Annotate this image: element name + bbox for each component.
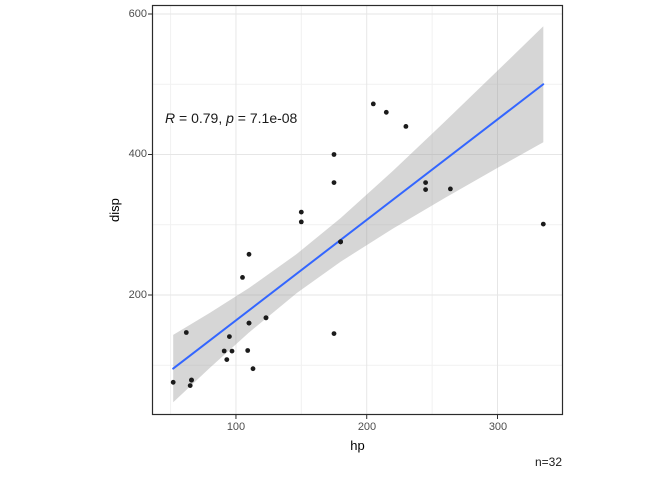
correlation-annotation: R = 0.79, p = 7.1e-08 <box>165 110 297 126</box>
data-point <box>227 334 232 339</box>
data-point <box>245 348 251 353</box>
y-axis-title: disp <box>107 198 122 222</box>
data-point <box>246 251 252 257</box>
regression-line <box>172 83 545 370</box>
data-point <box>298 209 304 215</box>
data-point <box>338 239 343 245</box>
y-tick-label-400: 400 <box>128 148 147 160</box>
data-point <box>383 109 389 115</box>
data-point <box>403 124 409 129</box>
y-tick-label-600: 600 <box>128 8 147 20</box>
data-point <box>331 331 337 336</box>
p-value: = 7.1e-08 <box>233 110 298 126</box>
p-symbol: p <box>226 110 234 126</box>
x-axis-title: hp <box>350 438 365 453</box>
data-point <box>331 152 337 157</box>
x-tick-label-300: 300 <box>488 421 508 433</box>
data-point <box>187 383 193 388</box>
data-point <box>250 366 256 372</box>
data-point <box>331 180 337 186</box>
data-point <box>221 348 227 354</box>
r-symbol: R <box>165 110 176 126</box>
data-point <box>170 379 176 385</box>
sample-size-caption: n=32 <box>534 455 562 469</box>
data-point <box>183 330 189 335</box>
data-point <box>263 315 269 321</box>
data-point <box>240 275 245 280</box>
data-point <box>423 180 428 186</box>
confidence-ribbon <box>173 26 544 403</box>
data-point <box>189 377 194 383</box>
x-tick-label-100: 100 <box>226 421 246 433</box>
data-point <box>370 101 376 107</box>
data-point <box>298 219 304 225</box>
data-point <box>448 186 453 192</box>
data-point <box>423 187 428 193</box>
panel-border <box>151 4 564 416</box>
r-value: = 0.79, <box>175 110 227 126</box>
data-point <box>224 357 230 362</box>
data-point <box>229 348 235 354</box>
y-tick-label-200: 200 <box>128 289 147 301</box>
data-point <box>246 320 252 326</box>
data-point <box>540 221 546 227</box>
x-tick-label-200: 200 <box>357 421 377 433</box>
